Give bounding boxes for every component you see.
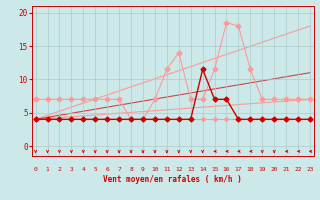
X-axis label: Vent moyen/en rafales ( km/h ): Vent moyen/en rafales ( km/h ) bbox=[103, 175, 242, 184]
